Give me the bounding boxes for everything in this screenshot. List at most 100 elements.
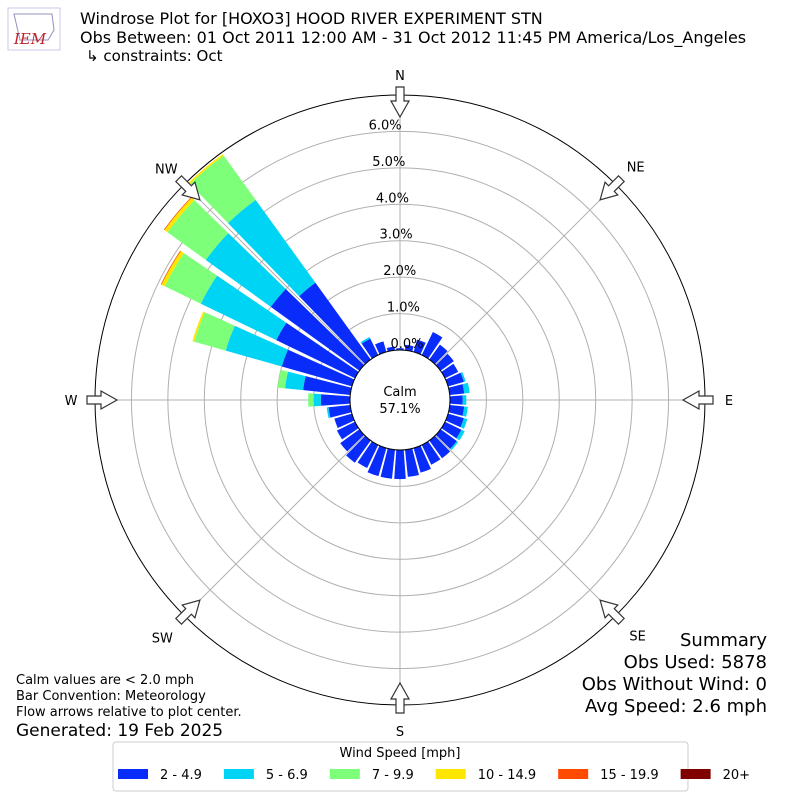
wind-bar: [328, 405, 352, 418]
wind-bar: [421, 332, 443, 359]
wind-bar: [462, 382, 470, 394]
flow-arrow: [599, 174, 626, 201]
flow-arrow: [174, 174, 201, 201]
wind-bar: [450, 440, 459, 451]
wind-bar: [164, 197, 195, 233]
wind-bar: [205, 233, 286, 307]
logo-shape: [13, 13, 55, 41]
logo-frame: [7, 7, 61, 51]
legend-swatch: [223, 769, 254, 779]
wind-bar: [308, 393, 314, 407]
legend-label: 10 - 14.9: [478, 768, 536, 783]
r-tick-label: 0.0%: [390, 337, 423, 352]
calm-value: 57.1%: [379, 402, 420, 417]
wind-bar: [276, 322, 359, 379]
wind-bar: [394, 449, 406, 480]
wind-bar: [429, 435, 451, 459]
grid-spoke: [435, 435, 617, 617]
constraints: ↳ constraints: Oct: [86, 47, 223, 65]
wind-bar: [413, 445, 431, 473]
wind-bar: [167, 200, 229, 260]
wind-bar: [361, 338, 379, 359]
grid-spoke: [183, 183, 365, 365]
wind-bar: [435, 429, 457, 449]
compass-label: E: [725, 394, 733, 409]
flow-arrow-shape: [599, 599, 626, 626]
wind-bar: [421, 441, 441, 465]
wind-bar: [448, 384, 465, 395]
flow-arrow-shape: [389, 86, 411, 119]
note-line: Flow arrows relative to plot center.: [16, 705, 242, 720]
compass-label: W: [65, 394, 78, 409]
flow-arrow: [389, 681, 411, 714]
wind-bar: [194, 312, 235, 351]
summary-line: Obs Used: 5878: [624, 652, 767, 673]
wind-bar: [188, 154, 224, 184]
wind-bar: [285, 371, 306, 391]
flow-arrow-shape: [174, 174, 201, 201]
flow-arrow: [389, 86, 411, 119]
compass-label: S: [396, 725, 404, 740]
flow-arrow: [681, 389, 714, 411]
wind-bar: [320, 394, 351, 406]
summary-line: Summary: [680, 630, 767, 651]
legend-swatch: [558, 769, 589, 779]
wind-bar: [460, 418, 468, 429]
calm-label: Calm: [383, 385, 416, 400]
compass-label: SE: [629, 630, 645, 645]
legend-swatch: [680, 769, 711, 779]
compass-label: NW: [155, 162, 178, 177]
flow-arrow-shape: [174, 599, 201, 626]
wind-bar: [189, 155, 256, 224]
legend-label: 15 - 19.9: [600, 768, 658, 783]
note-line: Bar Convention: Meteorology: [16, 689, 206, 704]
wind-bar: [405, 344, 414, 352]
wind-bar: [299, 282, 371, 365]
flow-arrow-shape: [599, 174, 626, 201]
wind-bar: [336, 421, 359, 440]
note-line: Calm values are < 2.0 mph: [16, 673, 194, 688]
wind-bar: [462, 406, 468, 417]
flow-arrow-shape: [86, 389, 119, 411]
r-tick-label: 1.0%: [387, 301, 420, 316]
wind-bar: [367, 445, 387, 477]
flow-arrow: [86, 389, 119, 411]
wind-bar: [164, 253, 218, 304]
wind-bar: [360, 336, 371, 344]
legend-label: 7 - 9.9: [372, 768, 414, 783]
wind-bar: [449, 395, 463, 405]
grid-spoke: [183, 435, 365, 617]
flow-arrow: [599, 599, 626, 626]
grid-spoke: [435, 183, 617, 365]
legend-swatch: [329, 769, 360, 779]
wind-bar: [456, 429, 465, 441]
wind-bar: [270, 288, 365, 371]
compass-label: N: [395, 69, 405, 84]
flow-arrow-shape: [681, 389, 714, 411]
legend-swatch: [435, 769, 466, 779]
wind-bar: [435, 353, 454, 371]
wind-bar: [405, 448, 419, 477]
wind-bar: [313, 393, 322, 407]
wind-bar: [448, 405, 465, 416]
legend-title: Wind Speed [mph]: [340, 746, 461, 761]
wind-bar: [441, 421, 462, 439]
logo-text: IEM: [13, 30, 47, 48]
r-tick-label: 5.0%: [372, 155, 405, 170]
generated: Generated: 19 Feb 2025: [16, 721, 223, 741]
wind-bar: [281, 349, 355, 387]
r-tick-label: 3.0%: [380, 228, 413, 243]
wind-bar: [163, 197, 192, 231]
wind-bar: [460, 372, 466, 382]
r-tick-label: 2.0%: [383, 264, 416, 279]
wind-bar: [192, 311, 205, 342]
wind-bar: [334, 413, 355, 428]
wind-bar: [445, 413, 464, 428]
legend-swatch: [118, 769, 148, 779]
compass-label: NE: [627, 160, 645, 175]
wind-bar: [200, 275, 287, 341]
wind-bar: [326, 407, 331, 419]
calm-circle: [349, 349, 451, 451]
flow-arrow: [174, 599, 201, 626]
